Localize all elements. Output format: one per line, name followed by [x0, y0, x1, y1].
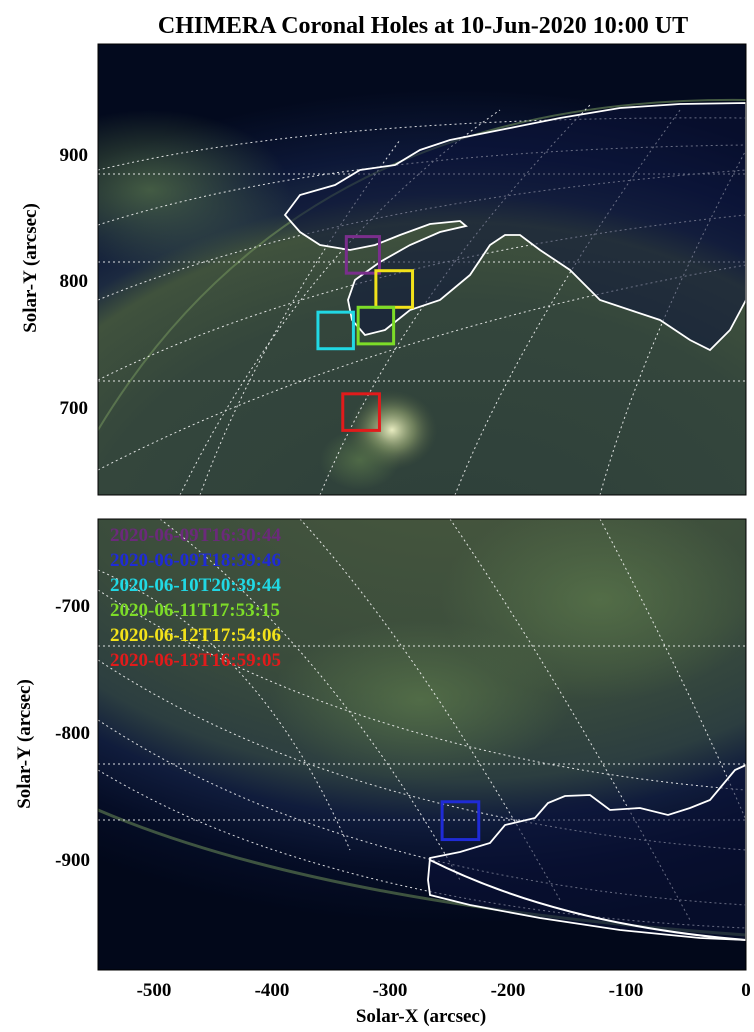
top-offlimb-haze	[98, 110, 290, 270]
top-panel-boxes	[316, 235, 415, 432]
top-region-box-4	[316, 310, 355, 351]
x-tick-0: 0	[741, 980, 751, 1001]
bottom-panel-boxes	[440, 800, 481, 842]
x-tick-minus400: -400	[255, 980, 290, 1001]
chart-title: CHIMERA Coronal Holes at 10-Jun-2020 10:…	[158, 13, 688, 39]
top-y-axis-label: Solar-Y (arcsec)	[20, 203, 41, 333]
top-coronal-hole-contour	[283, 102, 746, 352]
legend-item-4: 2020-06-11T17:53:15	[110, 600, 280, 621]
x-tick-minus200: -200	[491, 980, 526, 1001]
x-tick-minus500: -500	[137, 980, 172, 1001]
top-region-box-1	[344, 235, 381, 275]
bottom-y-axis-label: Solar-Y (arcsec)	[14, 679, 35, 809]
legend-item-1: 2020-06-09T16:30:44	[110, 525, 281, 546]
top-region-box-3	[356, 305, 396, 346]
bottom-region-box-1	[440, 800, 481, 842]
legend-item-6: 2020-06-13T16:59:05	[110, 650, 281, 671]
bottom-y-tick-minus700: -700	[55, 596, 90, 617]
bottom-y-tick-minus800: -800	[55, 723, 90, 744]
legend-item-5: 2020-06-12T17:54:06	[110, 625, 281, 646]
legend-item-3: 2020-06-10T20:39:44	[110, 575, 281, 596]
top-y-tick-900: 900	[60, 145, 89, 166]
x-tick-minus300: -300	[373, 980, 408, 1001]
bottom-coronal-hole-contour	[427, 764, 746, 941]
bottom-panel-frame	[97, 518, 747, 971]
bottom-y-tick-minus900: -900	[55, 850, 90, 871]
x-tick-minus100: -100	[609, 980, 644, 1001]
legend: 2020-06-09T16:30:44 2020-06-09T18:39:46 …	[110, 525, 281, 671]
top-y-tick-700: 700	[60, 398, 89, 419]
legend-item-2: 2020-06-09T18:39:46	[110, 550, 281, 571]
x-axis-label: Solar-X (arcsec)	[356, 1006, 486, 1027]
bottom-panel	[98, 519, 746, 970]
top-y-tick-800: 800	[60, 271, 89, 292]
top-region-box-5	[341, 392, 381, 432]
top-panel-frame	[97, 43, 747, 496]
top-panel	[98, 44, 746, 495]
